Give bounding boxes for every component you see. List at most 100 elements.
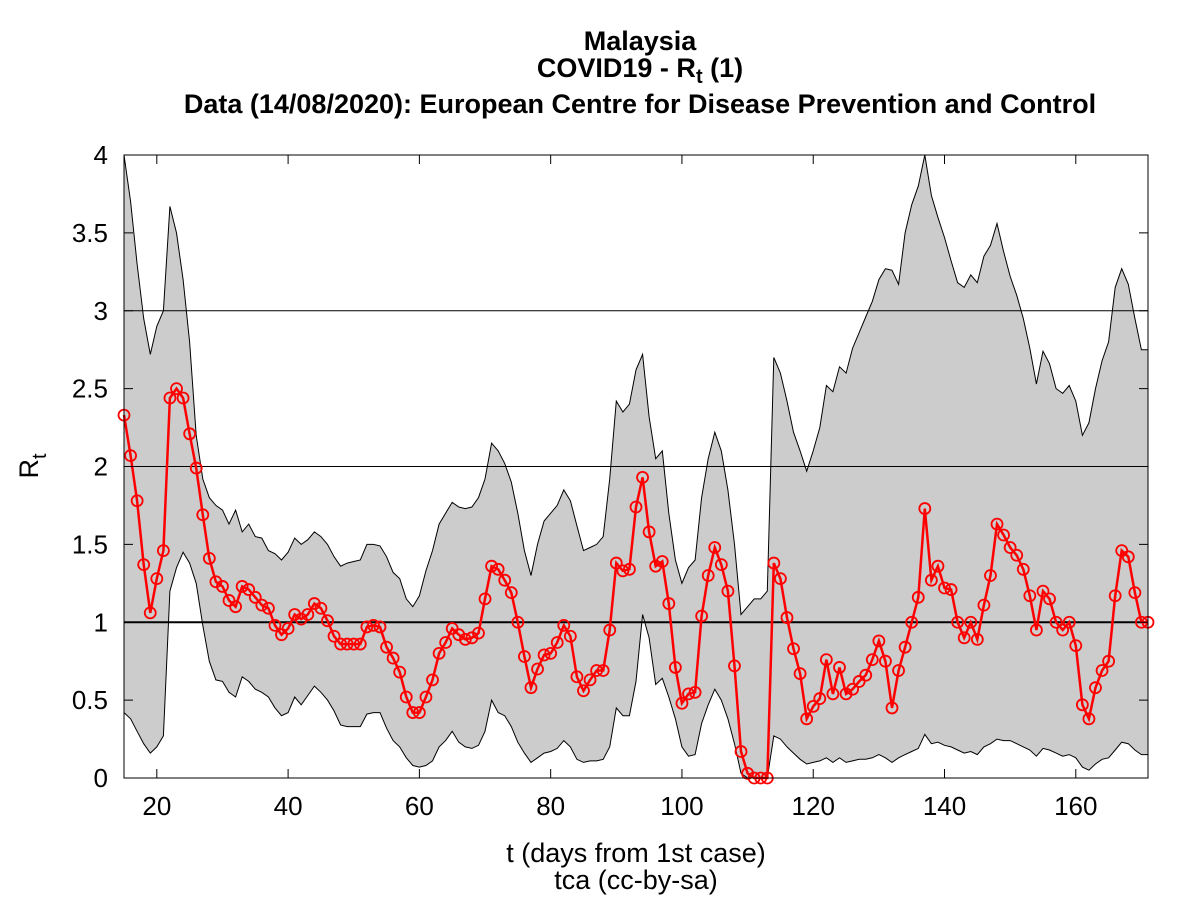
data-point	[340, 637, 354, 651]
x-tick-label: 100	[660, 791, 703, 821]
data-point	[1016, 562, 1030, 576]
data-point	[1128, 586, 1142, 600]
x-tick-label: 80	[536, 791, 565, 821]
data-point	[419, 690, 433, 704]
data-point	[491, 562, 505, 576]
data-point	[156, 544, 170, 558]
data-point	[924, 573, 938, 587]
chart-title: Malaysia	[583, 26, 697, 56]
data-point	[1062, 615, 1076, 629]
data-point	[130, 494, 144, 508]
data-point	[216, 580, 229, 593]
data-point	[1036, 584, 1050, 598]
data-point	[570, 670, 584, 684]
y-tick-label: 2	[94, 452, 108, 482]
x-tick-label: 160	[1054, 791, 1097, 821]
data-point	[1030, 623, 1043, 637]
data-point	[938, 581, 951, 595]
data-point	[800, 712, 814, 726]
data-point	[767, 556, 781, 570]
data-point	[780, 611, 794, 624]
data-point	[990, 517, 1004, 531]
data-point	[511, 615, 525, 629]
data-point	[406, 706, 420, 719]
y-axis-label-main: R	[14, 459, 44, 479]
data-point	[327, 629, 341, 643]
data-point	[721, 584, 735, 598]
data-point	[498, 573, 512, 587]
data-point	[439, 636, 453, 649]
data-point	[202, 551, 216, 565]
data-point	[176, 391, 190, 405]
data-point	[1069, 639, 1083, 653]
data-point	[537, 648, 551, 662]
chart-subtitle-tail: (1)	[702, 53, 744, 83]
data-point	[997, 528, 1010, 542]
chart-subtitle: COVID19 - Rt (1)	[0, 55, 1200, 91]
data-point	[143, 606, 157, 620]
data-point	[714, 558, 728, 572]
data-point	[675, 696, 689, 710]
data-point	[813, 692, 827, 705]
data-point	[1043, 592, 1056, 606]
data-point	[550, 636, 564, 649]
x-tick-label: 20	[142, 791, 171, 821]
data-point	[931, 559, 945, 573]
data-point	[826, 687, 840, 701]
data-point	[583, 673, 597, 687]
data-point	[616, 564, 630, 578]
data-point	[596, 664, 610, 677]
data-point	[728, 659, 741, 673]
data-point	[892, 664, 905, 677]
data-point	[137, 558, 151, 572]
data-point	[655, 555, 669, 568]
data-point	[636, 471, 649, 484]
chart-titles: Malaysia COVID19 - Rt (1) Data (14/08/20…	[0, 28, 1200, 118]
data-point	[353, 637, 367, 651]
data-point	[1049, 615, 1063, 629]
data-point	[557, 618, 571, 632]
y-tick-label: 0.5	[72, 685, 108, 715]
data-point	[196, 508, 210, 522]
data-point	[334, 637, 348, 651]
data-point	[623, 562, 636, 576]
y-axis-label: Rt	[14, 453, 51, 479]
y-tick-label: 2.5	[72, 374, 108, 404]
data-point	[432, 647, 446, 660]
data-point	[609, 556, 623, 570]
data-point	[1108, 589, 1122, 603]
data-point	[977, 598, 991, 612]
data-point	[248, 590, 262, 604]
data-point	[793, 667, 807, 681]
data-point	[603, 623, 617, 637]
data-point	[1121, 550, 1135, 564]
data-point	[373, 620, 387, 634]
data-point	[590, 664, 604, 677]
data-point	[1003, 541, 1017, 554]
chart-subtitle2: Data (14/08/2020): European Centre for D…	[183, 89, 1097, 119]
data-point	[668, 661, 682, 674]
data-point	[1089, 681, 1102, 695]
y-axis-label-sub: t	[29, 453, 51, 459]
data-point	[393, 665, 407, 679]
data-point	[478, 592, 492, 606]
data-point	[163, 391, 177, 405]
svg-text:Rt: Rt	[14, 453, 51, 479]
data-point	[964, 615, 978, 629]
data-point	[734, 745, 748, 758]
data-point	[688, 685, 702, 699]
data-point	[229, 600, 242, 614]
data-point	[898, 640, 912, 654]
data-point	[918, 502, 932, 515]
data-point	[281, 622, 295, 635]
chart-subtitle-main: COVID19 - R	[536, 53, 696, 83]
data-point	[563, 629, 577, 643]
data-point	[885, 701, 899, 715]
data-point	[872, 634, 886, 648]
data-point	[708, 541, 722, 554]
data-point	[1075, 698, 1089, 712]
x-tick-label: 140	[923, 791, 966, 821]
data-point	[544, 647, 558, 660]
data-point	[1056, 623, 1070, 637]
data-point	[577, 684, 590, 698]
